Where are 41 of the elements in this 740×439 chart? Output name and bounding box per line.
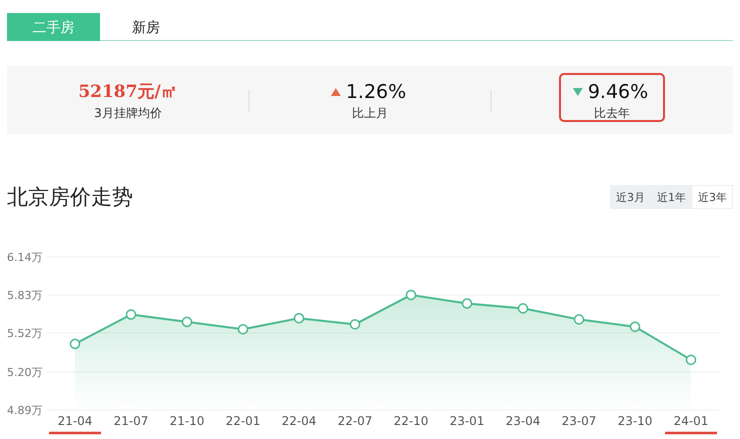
- point: [462, 298, 472, 309]
- point: [182, 316, 192, 328]
- text: 比上月: [352, 106, 388, 120]
- x-tick-label: 23-01: [450, 414, 484, 428]
- text: 二手房: [32, 20, 74, 36]
- x-tick-label: 21-10: [170, 414, 204, 428]
- text: 9.46%: [588, 81, 648, 103]
- text: 1.26%: [346, 81, 406, 103]
- x-tick-label: 23-10: [618, 414, 652, 428]
- x-tick-label: 22-10: [394, 414, 428, 428]
- x-tick-label: 21-07: [114, 414, 148, 428]
- point: [686, 354, 696, 366]
- point: [70, 338, 80, 350]
- chart-title: 北京房价走势: [7, 185, 133, 209]
- point: [294, 312, 304, 324]
- x-tick-label: 21-04: [58, 414, 92, 428]
- x-tick-label: 23-07: [562, 414, 596, 428]
- text: 3月挂牌均价: [94, 106, 162, 120]
- point: [126, 309, 136, 320]
- y-tick-label: 4.89万: [7, 404, 42, 417]
- x-tick-label: 22-07: [338, 414, 372, 428]
- x-tick-label: 23-04: [506, 414, 540, 428]
- x-tick-label: 22-04: [282, 414, 316, 428]
- point: [238, 324, 248, 334]
- x-tick-label: 22-01: [226, 414, 260, 428]
- point: [630, 322, 640, 332]
- y-tick-label: 5.83万: [7, 288, 42, 302]
- text: 近3年: [698, 191, 727, 204]
- point: [518, 303, 528, 314]
- text: 近1年: [657, 191, 686, 204]
- point: [574, 314, 584, 325]
- y-tick-label: 5.20万: [7, 366, 42, 380]
- text: 近3月: [616, 191, 645, 204]
- text: 52187元/㎡: [78, 82, 178, 102]
- text: 比去年: [594, 106, 630, 120]
- text: 新房: [132, 20, 160, 36]
- y-tick-label: 5.52万: [7, 326, 42, 340]
- point: [350, 319, 360, 330]
- y-tick-label: 6.14万: [7, 251, 42, 264]
- x-tick-label: 24-01: [674, 414, 708, 428]
- point: [406, 290, 416, 300]
